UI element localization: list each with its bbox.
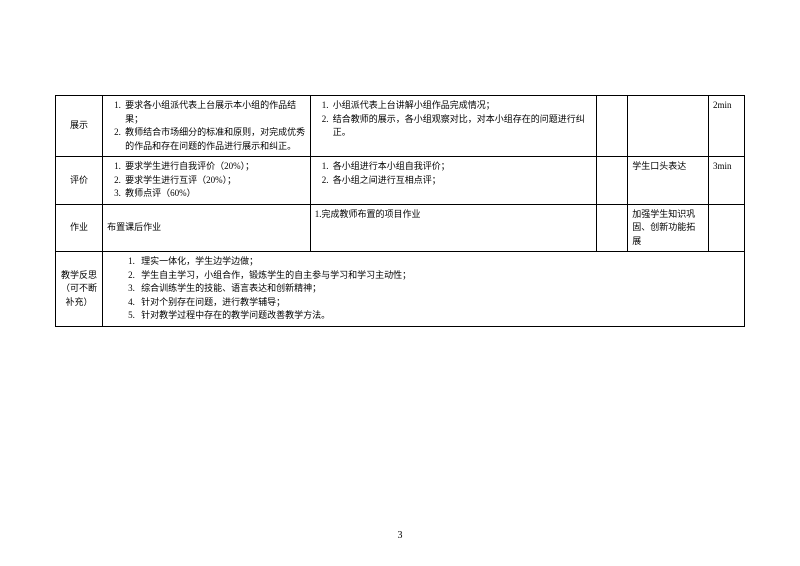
cell-time <box>709 204 745 252</box>
row-label: 展示 <box>56 96 103 157</box>
cell-empty <box>596 96 627 157</box>
row-label: 评价 <box>56 157 103 205</box>
cell-empty <box>596 157 627 205</box>
cell-empty <box>596 204 627 252</box>
cell-time: 3min <box>709 157 745 205</box>
page-number: 3 <box>398 530 403 541</box>
cell-notes: 学生口头表达 <box>628 157 709 205</box>
cell-content: 1.完成教师布置的项目作业 <box>310 204 596 252</box>
cell-content: 小组派代表上台讲解小组作品完成情况；结合教师的展示，各小组观察对比，对本小组存在… <box>310 96 596 157</box>
cell-notes: 加强学生知识巩固、创新功能拓展 <box>628 204 709 252</box>
cell-content: 布置课后作业 <box>103 204 311 252</box>
cell-content: 要求各小组派代表上台展示本小组的作品结果；教师结合市场细分的标准和原则，对完成优… <box>103 96 311 157</box>
row-label: 作业 <box>56 204 103 252</box>
cell-content: 要求学生进行自我评价（20%）；要求学生进行互评（20%）；教师点评（60%） <box>103 157 311 205</box>
lesson-table: 展示 要求各小组派代表上台展示本小组的作品结果；教师结合市场细分的标准和原则，对… <box>55 95 745 327</box>
cell-reflection: 理实一体化，学生边学边做；学生自主学习，小组合作，锻炼学生的自主参与学习和学习主… <box>103 252 745 327</box>
row-label-reflection: 教学反思（可不断补充） <box>56 252 103 327</box>
cell-content: 各小组进行本小组自我评价；各小组之间进行互相点评； <box>310 157 596 205</box>
cell-time: 2min <box>709 96 745 157</box>
cell-notes <box>628 96 709 157</box>
